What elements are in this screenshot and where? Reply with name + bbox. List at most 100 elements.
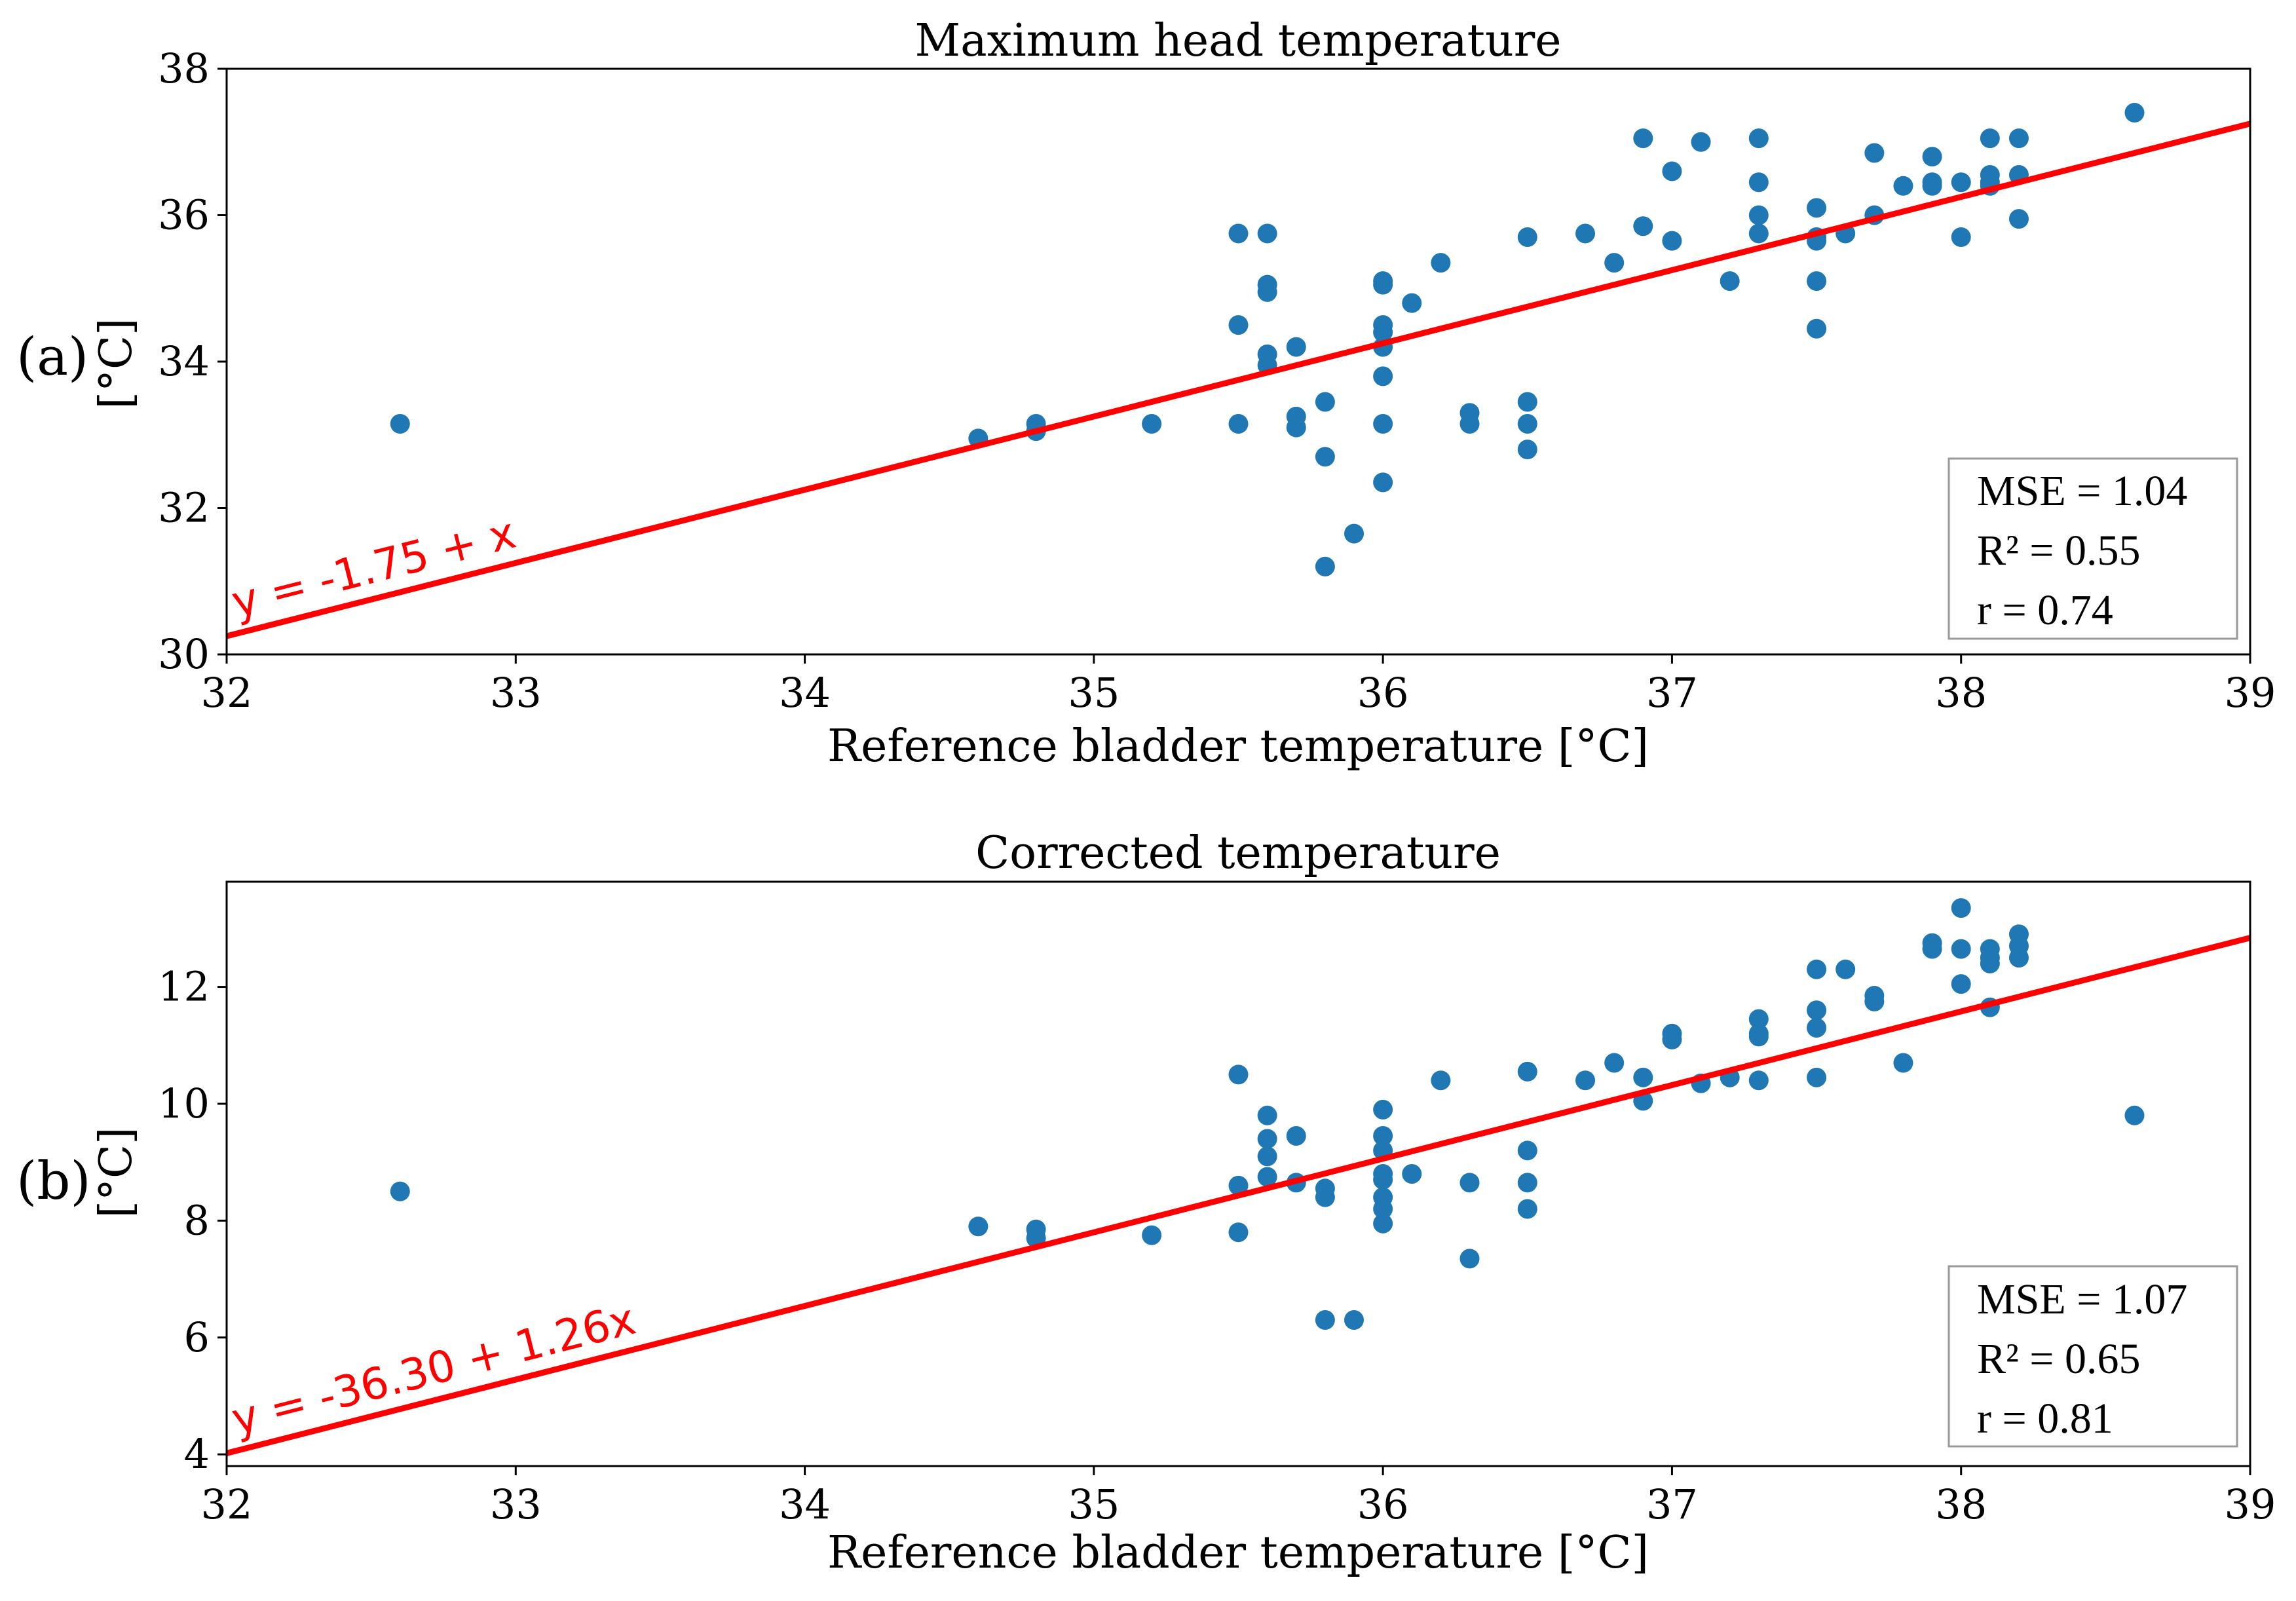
data-point	[1228, 1222, 1249, 1243]
data-point	[1864, 143, 1885, 163]
x-tick-label: 39	[2225, 1480, 2276, 1528]
data-point	[1517, 413, 1537, 434]
data-point	[390, 1181, 410, 1201]
points-layer	[390, 898, 2145, 1330]
x-tick-label: 39	[2225, 669, 2276, 717]
data-point	[1228, 1175, 1249, 1196]
data-point	[1807, 271, 1827, 292]
data-point	[1575, 223, 1596, 244]
data-point	[1575, 1070, 1596, 1091]
data-point	[1807, 1067, 1827, 1087]
data-point	[1373, 472, 1393, 493]
data-point	[1344, 523, 1364, 544]
data-point	[1662, 161, 1682, 181]
y-axis-label: [°C]	[90, 1127, 142, 1218]
data-point	[1951, 227, 1971, 248]
chart-title: Corrected temperature	[975, 827, 1501, 879]
x-tick-label: 32	[201, 1480, 253, 1528]
x-tick-label: 33	[490, 669, 542, 717]
data-point	[1893, 1053, 1913, 1073]
data-point	[1748, 172, 1769, 193]
data-point	[1748, 1070, 1769, 1091]
data-point	[1748, 205, 1769, 225]
x-tick-label: 34	[779, 669, 831, 717]
panel-b: Corrected temperature (b) [°C] Reference…	[16, 827, 2276, 1579]
data-point	[1315, 1187, 1335, 1207]
data-point	[1835, 959, 1856, 979]
data-point	[1228, 223, 1249, 244]
data-point	[1373, 413, 1393, 434]
data-point	[390, 413, 410, 434]
data-point	[1142, 1225, 1162, 1245]
chart-title: Maximum head temperature	[914, 15, 1561, 67]
fit-layer: y = -1.75 + x	[225, 121, 2251, 639]
data-point	[1748, 1009, 1769, 1029]
data-point	[1402, 293, 1422, 313]
data-point	[1517, 1199, 1537, 1219]
data-point	[1748, 1027, 1769, 1047]
y-axis-label: [°C]	[90, 318, 142, 409]
data-point	[2124, 103, 2145, 123]
data-point	[1807, 1018, 1827, 1038]
data-point	[1344, 1310, 1364, 1330]
data-point	[968, 1216, 988, 1237]
data-point	[1459, 1173, 1480, 1193]
data-point	[1228, 315, 1249, 335]
data-point	[1228, 413, 1249, 434]
data-point	[1373, 274, 1393, 295]
data-point	[1459, 413, 1480, 434]
x-tick-label: 37	[1646, 1480, 1698, 1528]
y-tick-label: 12	[158, 963, 210, 1011]
data-point	[1517, 440, 1537, 460]
fit-line	[225, 935, 2251, 1456]
x-tick-label: 38	[1935, 1480, 1987, 1528]
data-point	[1604, 1053, 1625, 1073]
data-point	[1315, 392, 1335, 412]
y-tick-label: 32	[158, 484, 210, 532]
data-point	[1951, 898, 1971, 918]
data-point	[1373, 1213, 1393, 1234]
y-tick-label: 6	[184, 1313, 210, 1361]
data-point	[1286, 417, 1306, 438]
data-point	[1720, 271, 1740, 292]
data-point	[1257, 1146, 1277, 1167]
x-axis-label: Reference bladder temperature [°C]	[827, 721, 1649, 772]
data-point	[1633, 1067, 1653, 1087]
stats-r: r = 0.81	[1977, 1395, 2113, 1442]
data-point	[1459, 1249, 1480, 1269]
data-point	[1517, 392, 1537, 412]
x-tick-label: 38	[1935, 669, 1987, 717]
data-point	[1315, 556, 1335, 576]
data-point	[1951, 172, 1971, 193]
y-tick-label: 30	[158, 630, 210, 678]
data-point	[1517, 1061, 1537, 1082]
y-tick-label: 34	[158, 337, 210, 385]
x-tick-label: 35	[1068, 669, 1120, 717]
x-tick-label: 33	[490, 1480, 542, 1528]
data-point	[1691, 132, 1711, 152]
y-tick-label: 8	[184, 1196, 210, 1244]
fit-equation: y = -1.75 + x	[227, 508, 521, 628]
data-point	[1922, 147, 1942, 167]
data-point	[1257, 223, 1277, 244]
data-point	[1373, 1126, 1393, 1146]
data-point	[1257, 1105, 1277, 1125]
stats-r2: R² = 0.55	[1977, 527, 2141, 574]
data-point	[1373, 322, 1393, 343]
data-point	[1807, 318, 1827, 339]
data-point	[1373, 1199, 1393, 1219]
x-tick-label: 35	[1068, 1480, 1120, 1528]
stats-box-border	[1948, 457, 2238, 640]
data-point	[1373, 366, 1393, 386]
data-point	[1662, 1029, 1682, 1049]
data-point	[1142, 413, 1162, 434]
stats-box-border	[1948, 1265, 2238, 1448]
data-point	[1807, 198, 1827, 218]
x-tick-label: 36	[1357, 1480, 1409, 1528]
data-point	[1980, 128, 2000, 149]
x-tick-label: 32	[201, 669, 253, 717]
data-point	[1922, 939, 1942, 959]
stats-box: MSE = 1.04 R² = 0.55 r = 0.74	[1948, 457, 2238, 640]
data-point	[1402, 1164, 1422, 1184]
